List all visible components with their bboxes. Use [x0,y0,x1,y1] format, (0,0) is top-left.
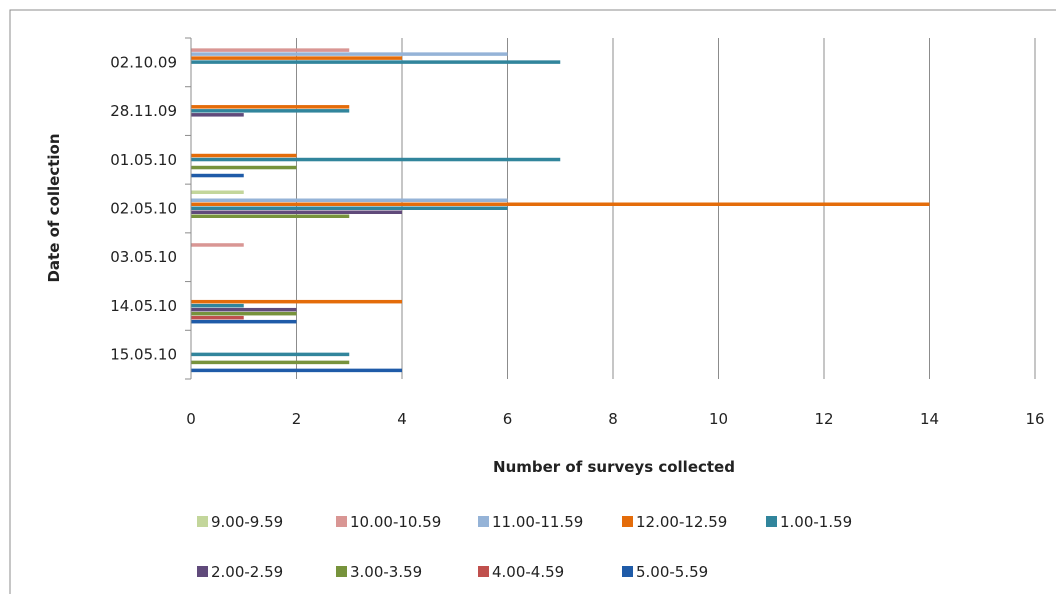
bar [191,153,297,158]
y-tick-label: 02.05.10 [110,200,177,218]
bar [191,109,350,113]
chart-border [9,9,1056,598]
y-axis-title: Date of collection [45,133,63,282]
legend-label: 5.00-5.59 [636,563,708,581]
bar [191,319,297,324]
bar [191,113,244,117]
bar [191,165,297,170]
legend-label: 12.00-12.59 [636,513,727,531]
legend-swatch [622,516,633,527]
x-tick-label: 10 [709,410,728,428]
x-axis-title: Number of surveys collected [493,458,735,476]
bar [191,360,350,365]
legend-label: 11.00-11.59 [492,513,583,531]
y-tick-label: 15.05.10 [110,346,177,364]
bar [191,202,930,206]
y-tick-label: 03.05.10 [110,248,177,266]
legend-swatch [622,566,633,577]
y-tick-label: 02.10.09 [110,53,177,71]
bar [191,243,244,247]
bar [191,56,402,60]
bar [191,210,402,214]
bar [191,299,402,304]
legend: 9.00-9.59 10.00-10.59 11.00-11.59 12.00-12.… [197,513,852,581]
legend-swatch [478,566,489,577]
legend-swatch [766,516,777,527]
bar [191,307,297,312]
legend-swatch [197,516,208,527]
legend-label: 9.00-9.59 [211,513,283,531]
y-tick-label: 01.05.10 [110,151,177,169]
x-tick-label: 8 [608,410,618,428]
x-tick-label: 16 [1025,410,1044,428]
legend-swatch [478,516,489,527]
bar [191,352,350,357]
bar [191,157,561,162]
bar [191,173,244,178]
axes: 0 2 4 6 8 10 12 14 16 02.10.09 28.11.09 01.05.10 02.… [110,37,1045,428]
bar [191,52,508,56]
x-tick-label: 12 [814,410,833,428]
legend-swatch [197,566,208,577]
x-tick-label: 2 [292,410,302,428]
y-tick-label: 14.05.10 [110,297,177,315]
bar [191,206,508,210]
legend-swatch [336,516,347,527]
bar [191,48,350,52]
legend-label: 2.00-2.59 [211,563,283,581]
x-tick-label: 0 [186,410,196,428]
bar [191,214,350,218]
legend-label: 10.00-10.59 [350,513,441,531]
legend-label: 3.00-3.59 [350,563,422,581]
bar [191,311,297,316]
bar [191,190,244,194]
bar [191,303,244,308]
bars [191,48,930,373]
legend-label: 4.00-4.59 [492,563,564,581]
bar [191,368,402,373]
x-tick-label: 6 [503,410,513,428]
legend-label: 1.00-1.59 [780,513,852,531]
bar [191,60,561,64]
x-tick-label: 4 [397,410,407,428]
y-tick-label: 28.11.09 [110,102,177,120]
x-tick-label: 14 [920,410,939,428]
bar [191,315,244,320]
bar [191,105,350,109]
legend-swatch [336,566,347,577]
bar [191,198,508,202]
